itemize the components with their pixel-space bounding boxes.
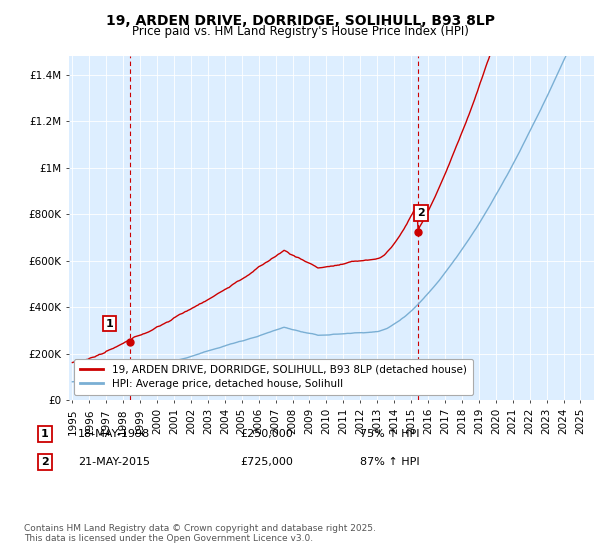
Text: 1: 1 <box>106 319 113 329</box>
Text: 2: 2 <box>417 208 425 218</box>
Text: 87% ↑ HPI: 87% ↑ HPI <box>360 457 419 467</box>
Text: 1: 1 <box>41 429 49 439</box>
Text: £725,000: £725,000 <box>240 457 293 467</box>
Text: 2: 2 <box>41 457 49 467</box>
Legend: 19, ARDEN DRIVE, DORRIDGE, SOLIHULL, B93 8LP (detached house), HPI: Average pric: 19, ARDEN DRIVE, DORRIDGE, SOLIHULL, B93… <box>74 358 473 395</box>
Text: £250,000: £250,000 <box>240 429 293 439</box>
Text: 21-MAY-2015: 21-MAY-2015 <box>78 457 150 467</box>
Text: Contains HM Land Registry data © Crown copyright and database right 2025.
This d: Contains HM Land Registry data © Crown c… <box>24 524 376 543</box>
Text: 75% ↑ HPI: 75% ↑ HPI <box>360 429 419 439</box>
Text: 18-MAY-1998: 18-MAY-1998 <box>78 429 150 439</box>
Text: Price paid vs. HM Land Registry's House Price Index (HPI): Price paid vs. HM Land Registry's House … <box>131 25 469 38</box>
Text: 19, ARDEN DRIVE, DORRIDGE, SOLIHULL, B93 8LP: 19, ARDEN DRIVE, DORRIDGE, SOLIHULL, B93… <box>106 14 494 28</box>
